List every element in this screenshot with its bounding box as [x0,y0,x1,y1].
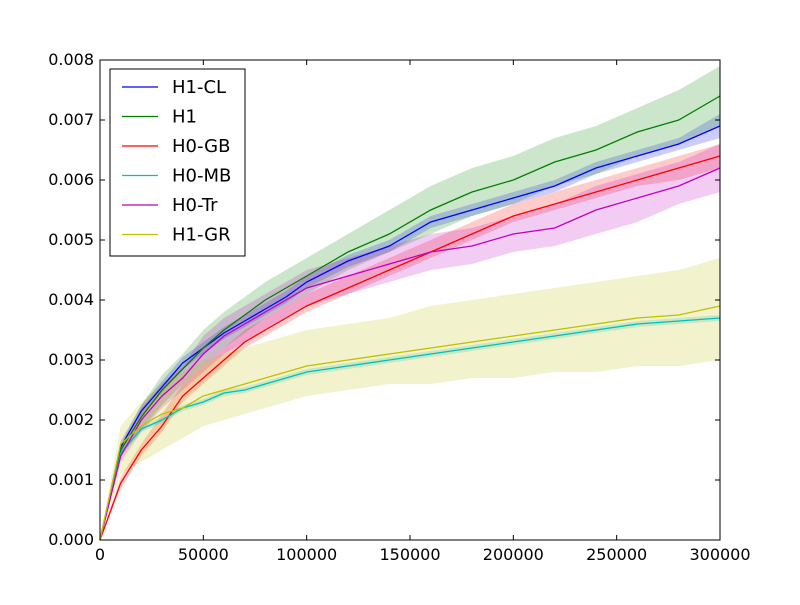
series-line-h1 [99,95,721,541]
legend-label-h0-mb: H0-MB [172,166,231,187]
y-tick-label: 0.003 [48,350,94,369]
legend-label-h1: H1 [172,107,197,128]
x-tick-label: 150000 [379,545,440,564]
x-tick-label: 0 [95,545,105,564]
band-h0-tr [100,144,720,540]
y-tick-label: 0.001 [48,470,94,489]
y-tick-label: 0.006 [48,170,94,189]
legend-label-h0-gb: H0-GB [172,136,230,157]
x-tick-label: 250000 [586,545,647,564]
legend-label-h1-gr: H1-GR [172,225,231,246]
legend-label-h0-tr: H0-Tr [172,195,218,216]
x-tick-label: 300000 [689,545,750,564]
series-line-h0-tr [99,167,721,541]
series-lines [99,95,721,541]
series-line-h1-gr [99,305,721,541]
y-tick-label: 0.007 [48,110,94,129]
legend: H1-CL H1 H0-GB H0-MB H0-Tr H1-GR [109,68,246,257]
x-tick-label: 50000 [178,545,229,564]
y-tick-label: 0.005 [48,230,94,249]
band-h1-cl [100,114,720,540]
band-h1-gr [100,258,720,540]
y-tick-label: 0.008 [48,50,94,69]
series-line-h0-mb [99,317,721,541]
axis-ticks: 0 50000 100000 150000 200000 250000 300000 0.00… [48,50,750,564]
band-h1 [100,66,720,540]
y-tick-label: 0.002 [48,410,94,429]
y-tick-label: 0.004 [48,290,94,309]
y-tick-label: 0.000 [48,530,94,549]
legend-box [109,68,246,257]
x-tick-label: 200000 [483,545,544,564]
band-h0-mb [100,315,720,540]
series-line-h1-cl [99,125,721,541]
legend-label-h1-cl: H1-CL [172,77,226,98]
x-tick-label: 100000 [276,545,337,564]
